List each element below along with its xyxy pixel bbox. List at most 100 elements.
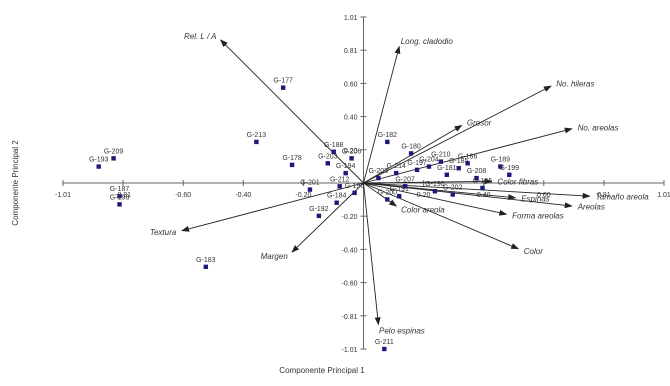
loading-vector bbox=[363, 182, 381, 326]
data-point bbox=[289, 162, 295, 168]
point-label: G-195 bbox=[473, 178, 493, 185]
x-tick-label: -0.20 bbox=[295, 192, 311, 199]
data-point bbox=[408, 151, 414, 156]
x-tick-label: 1.01 bbox=[657, 192, 670, 199]
loading-vector bbox=[363, 178, 493, 185]
point-label: G-207 bbox=[395, 176, 415, 183]
data-point bbox=[465, 161, 470, 166]
x-tick-label: 0.60 bbox=[537, 192, 551, 199]
x-tick-label: -0.40 bbox=[235, 192, 251, 199]
loading-vector bbox=[363, 182, 520, 250]
point-label: G-181 bbox=[437, 165, 457, 172]
vector-label: Color fibras bbox=[497, 177, 538, 186]
point-label: G-188 bbox=[324, 142, 344, 149]
data-point bbox=[325, 161, 330, 166]
point-label: G-190 bbox=[425, 181, 445, 188]
data-point bbox=[334, 200, 339, 205]
y-tick-label: -0.40 bbox=[342, 247, 358, 254]
data-point bbox=[117, 193, 122, 199]
y-tick-label: 0.81 bbox=[344, 48, 358, 55]
point-label: G-208 bbox=[467, 168, 487, 175]
loading-vector bbox=[363, 85, 552, 184]
vectors-layer: Rel. L / A Long. cladodio No. hileras Groso… bbox=[150, 32, 649, 336]
data-point bbox=[385, 197, 390, 202]
data-point bbox=[343, 170, 348, 176]
vector-label: Margen bbox=[261, 252, 289, 261]
data-point bbox=[280, 85, 286, 90]
point-label: G-184 bbox=[327, 193, 347, 200]
loading-vector bbox=[363, 45, 401, 184]
y-tick-label: -0.20 bbox=[342, 214, 358, 221]
loading-vector bbox=[363, 182, 591, 199]
point-label: G-213 bbox=[247, 132, 267, 139]
x-axis-label: Componente Principal 1 bbox=[279, 366, 365, 375]
data-point bbox=[507, 172, 512, 177]
data-point bbox=[438, 159, 444, 164]
data-point bbox=[307, 187, 313, 192]
x-tick-label: 0.40 bbox=[477, 192, 491, 199]
data-point bbox=[117, 202, 122, 207]
data-point bbox=[480, 185, 485, 191]
data-point bbox=[385, 139, 390, 145]
data-point bbox=[498, 164, 503, 169]
data-point bbox=[316, 213, 322, 219]
point-label: G-211 bbox=[375, 339, 394, 346]
y-tick-label: 0.60 bbox=[344, 81, 358, 88]
vector-label: Pelo espinas bbox=[379, 326, 425, 335]
data-point bbox=[394, 170, 399, 176]
point-label: G-192 bbox=[309, 206, 329, 213]
point-label: G-200 bbox=[378, 189, 398, 196]
data-point bbox=[376, 175, 381, 181]
point-label: G-198 bbox=[110, 194, 130, 201]
y-tick-label: 1.01 bbox=[344, 15, 358, 22]
loading-vector bbox=[181, 182, 364, 232]
data-point bbox=[352, 190, 357, 196]
point-label: G-177 bbox=[273, 78, 293, 85]
loading-vector bbox=[363, 182, 398, 207]
vector-label: Textura bbox=[150, 228, 177, 237]
point-label: G-205 bbox=[369, 168, 389, 175]
point-label: G-187 bbox=[110, 186, 130, 193]
point-label: G-206 bbox=[342, 148, 362, 155]
vector-label: Forma areolas bbox=[512, 212, 564, 221]
point-label: G-197 bbox=[407, 160, 427, 167]
point-label: G-210 bbox=[431, 152, 451, 159]
vector-label: Color areola bbox=[401, 205, 445, 214]
point-label: G-182 bbox=[378, 132, 398, 139]
point-label: G-183 bbox=[196, 257, 216, 264]
data-point bbox=[203, 264, 209, 270]
y-tick-label: 0.20 bbox=[344, 148, 358, 155]
point-label: G-204 bbox=[419, 157, 439, 164]
data-point bbox=[397, 193, 402, 199]
data-point bbox=[456, 166, 461, 171]
point-label: G-180 bbox=[401, 143, 421, 150]
vector-label: No. areolas bbox=[578, 123, 619, 132]
vector-label: Color bbox=[524, 247, 543, 256]
axes-layer: -1.01 -0.81 -0.60 -0.40 -0.20 0.20 0.40 0.60 0.8… bbox=[55, 15, 670, 354]
loading-vector bbox=[363, 182, 573, 209]
data-point bbox=[414, 167, 420, 173]
y-tick-label: -0.60 bbox=[342, 281, 358, 288]
data-point bbox=[474, 175, 479, 181]
point-label: G-214 bbox=[386, 163, 406, 170]
axis-labels-layer: Componente Principal 1 Componente Princi… bbox=[11, 140, 365, 375]
y-tick-label: 0.40 bbox=[344, 115, 358, 122]
vector-label: No. hileras bbox=[556, 79, 594, 88]
x-tick-label: 0.81 bbox=[597, 192, 611, 199]
point-label: G-196 bbox=[345, 183, 365, 190]
vector-label: Tamaño areola bbox=[596, 192, 650, 201]
y-axis-label: Componente Principal 2 bbox=[11, 140, 20, 226]
vector-label: Areolas bbox=[577, 203, 605, 212]
y-tick-label: -1.01 bbox=[342, 347, 358, 354]
data-point bbox=[349, 156, 354, 161]
x-tick-label: 0.20 bbox=[417, 192, 431, 199]
point-label: G-202 bbox=[443, 185, 463, 192]
data-point bbox=[432, 189, 438, 194]
data-point bbox=[111, 156, 116, 161]
data-point bbox=[382, 346, 387, 352]
point-label: G-194 bbox=[336, 163, 356, 170]
data-point bbox=[450, 192, 455, 197]
x-tick-label: -1.01 bbox=[55, 192, 71, 199]
